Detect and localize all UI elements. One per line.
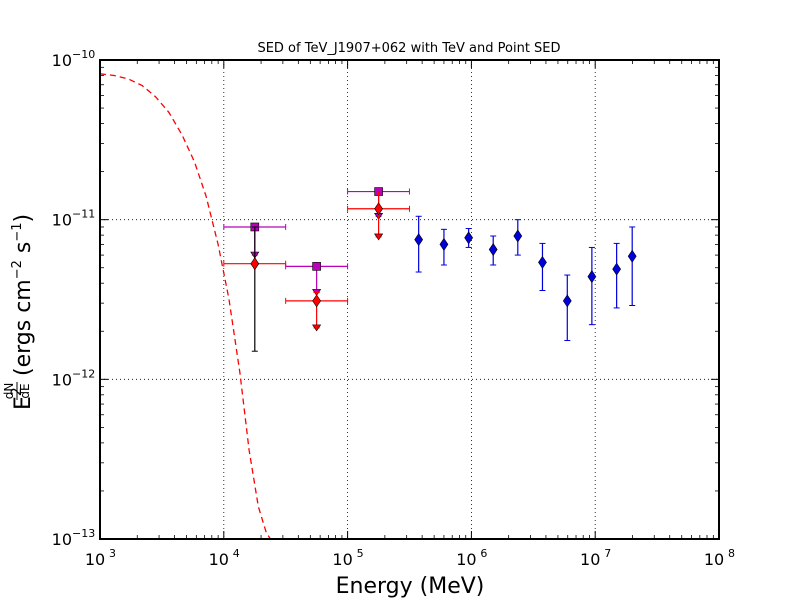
y-label-exp-2: −2 [10, 260, 25, 279]
upper-limit-marker [374, 233, 384, 241]
y-label-de: dE [18, 383, 32, 398]
data-point-diamond [627, 249, 637, 263]
x-tick-label: 10 [580, 550, 600, 569]
y-label-units: (ergs cm−2 s−1) [10, 214, 36, 376]
x-tick-exponent: 4 [233, 547, 240, 560]
y-label-exp-1: −1 [10, 222, 25, 241]
plot-area [100, 73, 637, 539]
data-point-diamond [587, 270, 597, 284]
y-tick-exponent: −12 [72, 367, 95, 380]
x-tick-exponent: 7 [604, 547, 611, 560]
y-axis-label: E2 dN dE(ergs cm−2 s−1) [2, 214, 36, 410]
plot-frame [99, 59, 720, 540]
x-tick-label: 10 [456, 550, 476, 569]
data-point-diamond [374, 202, 383, 216]
model-curve [100, 73, 271, 539]
chart-title: SED of TeV_J1907+062 with TeV and Point … [257, 41, 560, 56]
y-tick-exponent: −13 [72, 527, 95, 540]
y-tick-exponent: −11 [72, 208, 95, 221]
data-point-diamond [464, 231, 474, 245]
x-tick-exponent: 8 [728, 547, 735, 560]
data-point-diamond [488, 242, 498, 257]
x-tick-label: 10 [85, 550, 105, 569]
x-tick-exponent: 6 [480, 547, 487, 560]
y-label-fraction: dN dE [2, 382, 32, 400]
y-tick-label: 10 [52, 211, 72, 230]
data-point-diamond [513, 229, 523, 243]
y-tick-label: 10 [52, 530, 72, 549]
y-label-unit-s: s [11, 242, 36, 260]
x-tick-label: 10 [332, 550, 352, 569]
data-point-diamond [538, 255, 547, 269]
y-tick-exponent: −10 [72, 48, 95, 61]
data-point-square [312, 262, 321, 271]
data-point-diamond [562, 294, 572, 308]
data-point-diamond [439, 237, 449, 251]
y-tick-label: 10 [52, 370, 72, 389]
x-tick-exponent: 3 [109, 547, 116, 560]
x-tick-exponent: 5 [357, 547, 364, 560]
y-label-dn: dN [2, 383, 16, 400]
x-tick-label: 10 [209, 550, 229, 569]
y-label-unit-close: ) [11, 214, 36, 223]
data-point-diamond [250, 257, 260, 271]
data-point-diamond [312, 294, 321, 308]
x-tick-label: 10 [704, 550, 724, 569]
y-tick-label: 10 [52, 51, 72, 70]
x-axis-label: Energy (MeV) [336, 574, 485, 599]
data-point-diamond [612, 262, 622, 276]
grid-lines [100, 60, 719, 539]
upper-limit-marker [312, 324, 322, 332]
y-label-unit-open: (ergs cm [11, 279, 36, 376]
data-point-diamond [414, 233, 424, 247]
